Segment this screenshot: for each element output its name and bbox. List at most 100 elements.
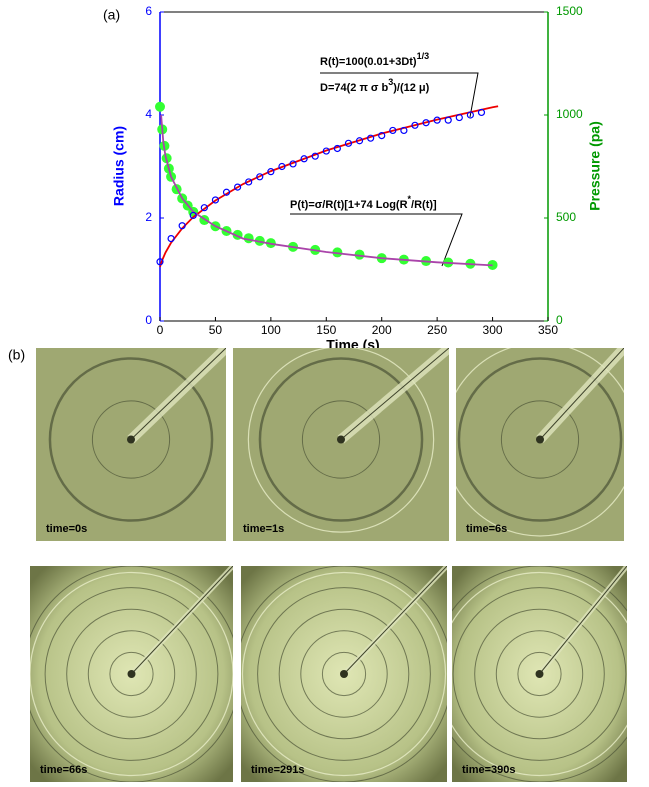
center <box>535 670 544 678</box>
x-tick-label: 250 <box>427 323 447 337</box>
photo-content <box>233 348 449 541</box>
ring <box>257 587 431 761</box>
radius-point <box>355 137 364 145</box>
annotation-part: 3 <box>388 77 393 87</box>
ring <box>87 630 176 718</box>
x-tick-label: 150 <box>316 323 336 337</box>
annotation-part: /R(t)] <box>411 199 437 211</box>
y2-tick-label: 0 <box>556 313 563 327</box>
radius-point <box>311 152 319 160</box>
radius-point <box>256 173 264 181</box>
x-tick-label: 350 <box>538 323 558 337</box>
radius-point <box>178 222 186 230</box>
radius-point <box>477 108 486 117</box>
radius-point <box>156 258 164 266</box>
pipette-edge <box>539 566 627 675</box>
radius-point <box>411 121 419 129</box>
front <box>456 348 624 537</box>
radius-point <box>267 168 275 176</box>
radius-point <box>167 235 175 243</box>
ring <box>48 357 214 522</box>
ring <box>278 608 410 740</box>
leader-lines <box>290 72 479 267</box>
y-tick-label: 6 <box>145 4 152 18</box>
pipette-edge <box>343 566 447 675</box>
photo-content <box>241 566 447 782</box>
center <box>340 670 348 678</box>
radius-point <box>367 134 375 142</box>
ring <box>517 651 562 697</box>
ring <box>66 608 197 740</box>
y-tick-label: 2 <box>145 210 152 224</box>
radius-point <box>322 147 330 155</box>
annotation: R(t)=100(0.01+3Dt)1/3 <box>320 51 429 68</box>
pressure-point <box>155 101 165 112</box>
radius-point <box>378 132 386 140</box>
ring <box>301 400 381 479</box>
radius-point <box>344 139 353 147</box>
photo: time=1s <box>233 348 449 541</box>
photo: time=66s <box>30 566 233 782</box>
pipette-edge <box>131 566 233 675</box>
radius-point <box>245 178 253 186</box>
pipette-edge <box>340 348 449 440</box>
front <box>241 571 447 777</box>
photo: time=6s <box>456 348 624 541</box>
ring <box>457 357 623 522</box>
photo-caption: time=6s <box>466 523 507 535</box>
ring <box>258 357 424 522</box>
y2-tick-label: 500 <box>556 210 576 224</box>
ring <box>500 400 580 479</box>
radius-point <box>466 111 474 119</box>
y2-axis-label: Pressure (pa) <box>587 121 603 210</box>
radius-point <box>333 144 341 153</box>
photo-caption: time=0s <box>46 523 87 535</box>
radius-point <box>433 116 441 124</box>
y2-tick-label: 1000 <box>556 107 583 121</box>
center <box>127 670 136 678</box>
photo: time=390s <box>452 566 627 782</box>
radius-point <box>234 183 242 191</box>
radius-point <box>444 116 452 124</box>
radius-point <box>300 155 308 163</box>
radius-point <box>289 160 297 168</box>
center <box>127 435 135 444</box>
x-tick-label: 50 <box>209 323 223 337</box>
ring <box>452 587 627 761</box>
center <box>337 435 345 444</box>
radius-point <box>200 204 208 212</box>
y-tick-label: 0 <box>145 313 152 327</box>
x-tick-label: 300 <box>483 323 503 337</box>
fit-line <box>160 114 493 267</box>
radius-point <box>222 188 231 196</box>
photo: time=0s <box>36 348 226 541</box>
annotation-part: * <box>408 194 412 204</box>
radius-point <box>211 196 220 204</box>
photo-content <box>452 566 627 782</box>
pressure-point <box>354 249 365 260</box>
x-tick-label: 100 <box>261 323 281 337</box>
annotation: D=74(2 π σ b3)/(12 μ) <box>320 77 430 94</box>
pipette-edge <box>539 348 624 440</box>
ring <box>109 651 154 697</box>
radius-point <box>189 211 197 220</box>
x-tick-label: 0 <box>157 323 164 337</box>
ring <box>495 630 584 718</box>
photo-caption: time=1s <box>243 523 284 535</box>
annotation-part: D=74(2 π σ b <box>320 82 388 94</box>
ring <box>321 651 367 697</box>
annotation-part: )/(12 μ) <box>393 82 429 94</box>
y-axis-label: Radius (cm) <box>111 126 127 206</box>
front <box>452 571 627 777</box>
photo-caption: time=66s <box>40 764 87 776</box>
y-tick-label: 4 <box>145 107 152 121</box>
x-tick-label: 200 <box>372 323 392 337</box>
annotation-part: P(t)=σ/R(t)[1+74 Log(R <box>290 199 408 211</box>
photo: time=291s <box>241 566 447 782</box>
photo-caption: time=291s <box>251 764 305 776</box>
photo-content <box>36 348 226 541</box>
annotation-part: R(t)=100(0.01+3Dt) <box>320 56 417 68</box>
ring <box>91 400 171 479</box>
y2-tick-label: 1500 <box>556 4 583 18</box>
photo-caption: time=390s <box>462 764 516 776</box>
